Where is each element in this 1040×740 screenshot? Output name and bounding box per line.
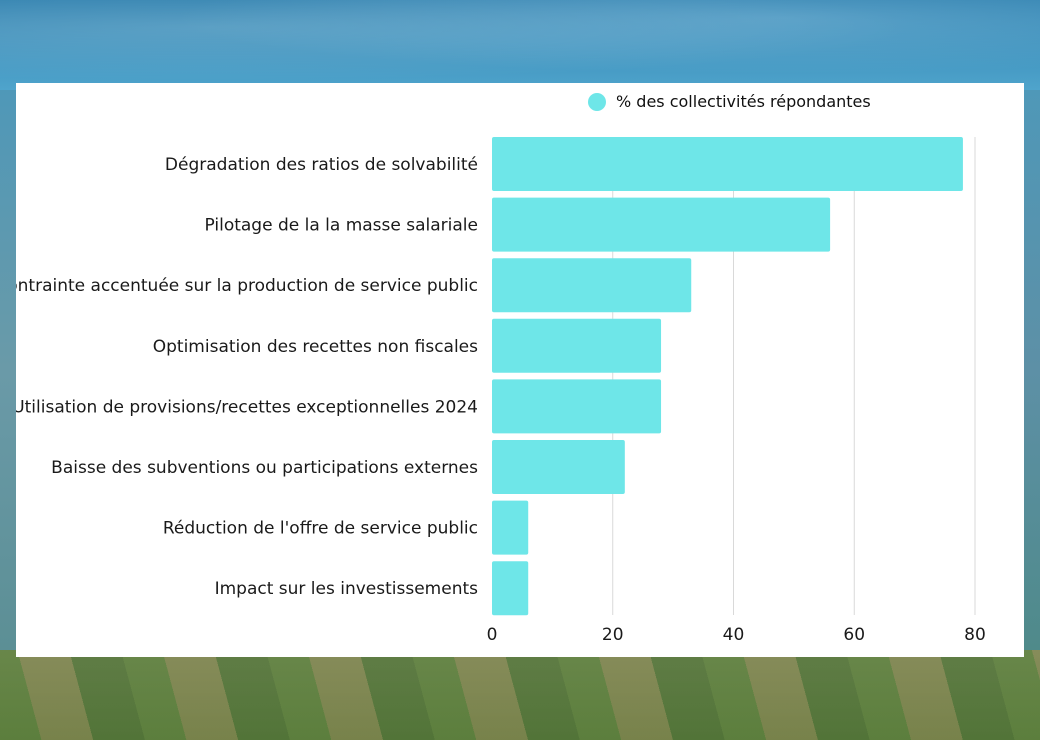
category-label: Impact sur les investissements — [215, 579, 479, 599]
x-tick-label: 80 — [964, 625, 986, 645]
legend-label: % des collectivités répondantes — [616, 92, 871, 111]
legend-swatch — [588, 93, 606, 111]
bar-chart: Dégradation des ratios de solvabilité Pil… — [16, 92, 986, 645]
bar — [492, 440, 625, 494]
bar — [492, 379, 662, 434]
legend: % des collectivités répondantes — [588, 92, 871, 111]
category-label: Contrainte accentuée sur la production d… — [16, 276, 478, 296]
background-sky — [0, 0, 1040, 90]
x-tick-label: 60 — [843, 625, 865, 645]
category-label: Utilisation de provisions/recettes excep… — [16, 397, 478, 417]
x-tick-label: 20 — [602, 625, 624, 645]
x-axis-ticks: 0 20 40 60 80 — [487, 625, 986, 645]
bar — [492, 137, 963, 191]
background-right — [1024, 90, 1040, 650]
bar — [492, 318, 662, 373]
bar — [492, 197, 831, 252]
category-label: Réduction de l'offre de service public — [163, 519, 478, 539]
chart-card: Dégradation des ratios de solvabilité Pil… — [16, 83, 1024, 657]
category-label: Optimisation des recettes non fiscales — [153, 337, 478, 357]
bars — [492, 137, 963, 616]
bar — [492, 500, 529, 555]
category-label: Baisse des subventions ou participations… — [51, 458, 478, 478]
background-left — [0, 90, 16, 650]
x-tick-label: 40 — [723, 625, 745, 645]
category-label: Dégradation des ratios de solvabilité — [165, 155, 478, 175]
bar — [492, 258, 692, 313]
bar — [492, 561, 529, 616]
background-fields — [0, 650, 1040, 740]
category-labels: Dégradation des ratios de solvabilité Pil… — [16, 155, 478, 599]
x-tick-label: 0 — [487, 625, 498, 645]
category-label: Pilotage de la la masse salariale — [205, 216, 479, 236]
